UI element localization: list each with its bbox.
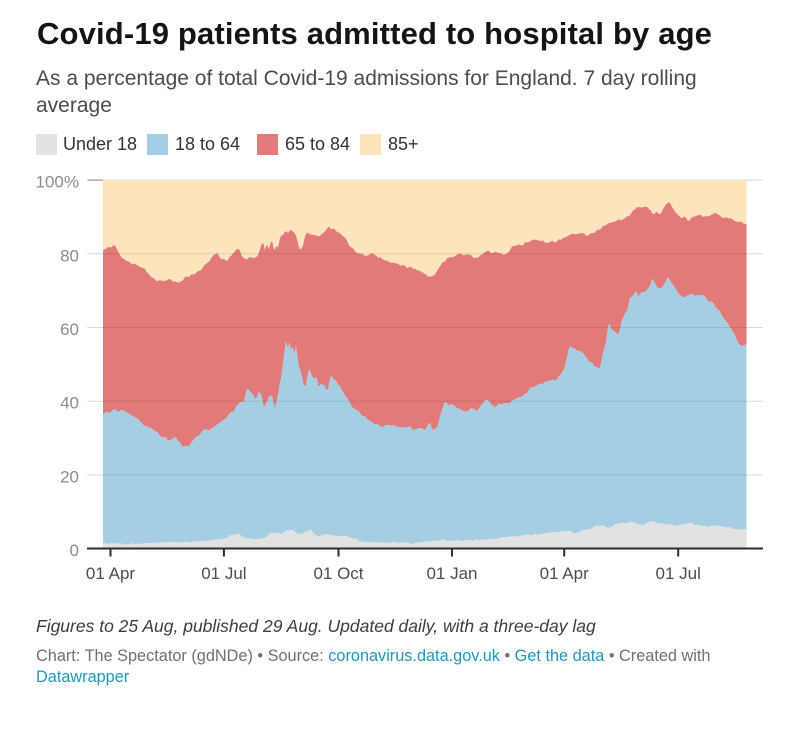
svg-text:01 Jul: 01 Jul bbox=[201, 564, 246, 583]
svg-text:01 Jul: 01 Jul bbox=[656, 564, 701, 583]
svg-text:01 Apr: 01 Apr bbox=[540, 564, 589, 583]
svg-text:01 Apr: 01 Apr bbox=[86, 564, 135, 583]
svg-text:01 Jan: 01 Jan bbox=[426, 564, 477, 583]
svg-text:01 Oct: 01 Oct bbox=[313, 564, 363, 583]
svg-text:100%: 100% bbox=[36, 173, 79, 192]
svg-text:0: 0 bbox=[70, 541, 79, 560]
svg-text:40: 40 bbox=[60, 394, 79, 413]
svg-text:80: 80 bbox=[60, 246, 79, 265]
svg-text:20: 20 bbox=[60, 467, 79, 486]
svg-text:60: 60 bbox=[60, 320, 79, 339]
